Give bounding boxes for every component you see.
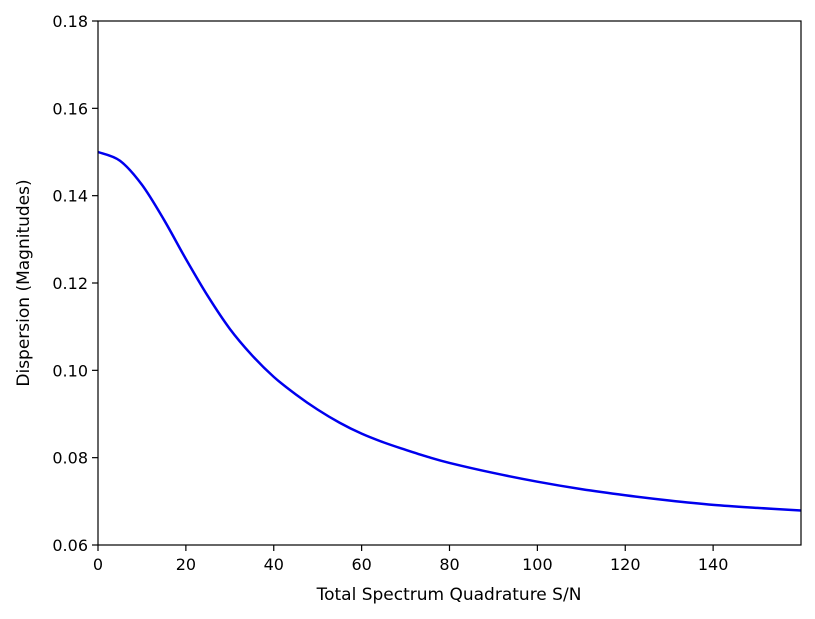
x-tick-label: 120 [610, 555, 641, 574]
plot-area: 0 20 40 60 80 100 120 140 0.06 0.08 0.10 0.12 0.14 0.… [52, 12, 802, 574]
y-axis-label: Dispersion (Magnitudes) [14, 179, 34, 386]
x-tick-label: 20 [176, 555, 196, 574]
y-tick-label: 0.16 [52, 99, 88, 118]
x-tick-label: 140 [698, 555, 729, 574]
y-tick-label: 0.14 [52, 187, 88, 206]
x-tick-label: 80 [439, 555, 459, 574]
y-tick-label: 0.10 [52, 361, 88, 380]
x-tick-label: 60 [351, 555, 371, 574]
y-tick-label: 0.12 [52, 274, 88, 293]
x-tick-label: 100 [522, 555, 553, 574]
axes-frame [97, 20, 802, 546]
x-tick-label: 40 [264, 555, 284, 574]
x-axis-label: Total Spectrum Quadrature S/N [316, 585, 582, 605]
y-tick-label: 0.08 [52, 449, 88, 468]
x-tick-label: 0 [93, 555, 103, 574]
series-line-0 [97, 150, 802, 512]
y-tick-label: 0.18 [52, 12, 88, 31]
y-tick-label: 0.06 [52, 536, 88, 555]
